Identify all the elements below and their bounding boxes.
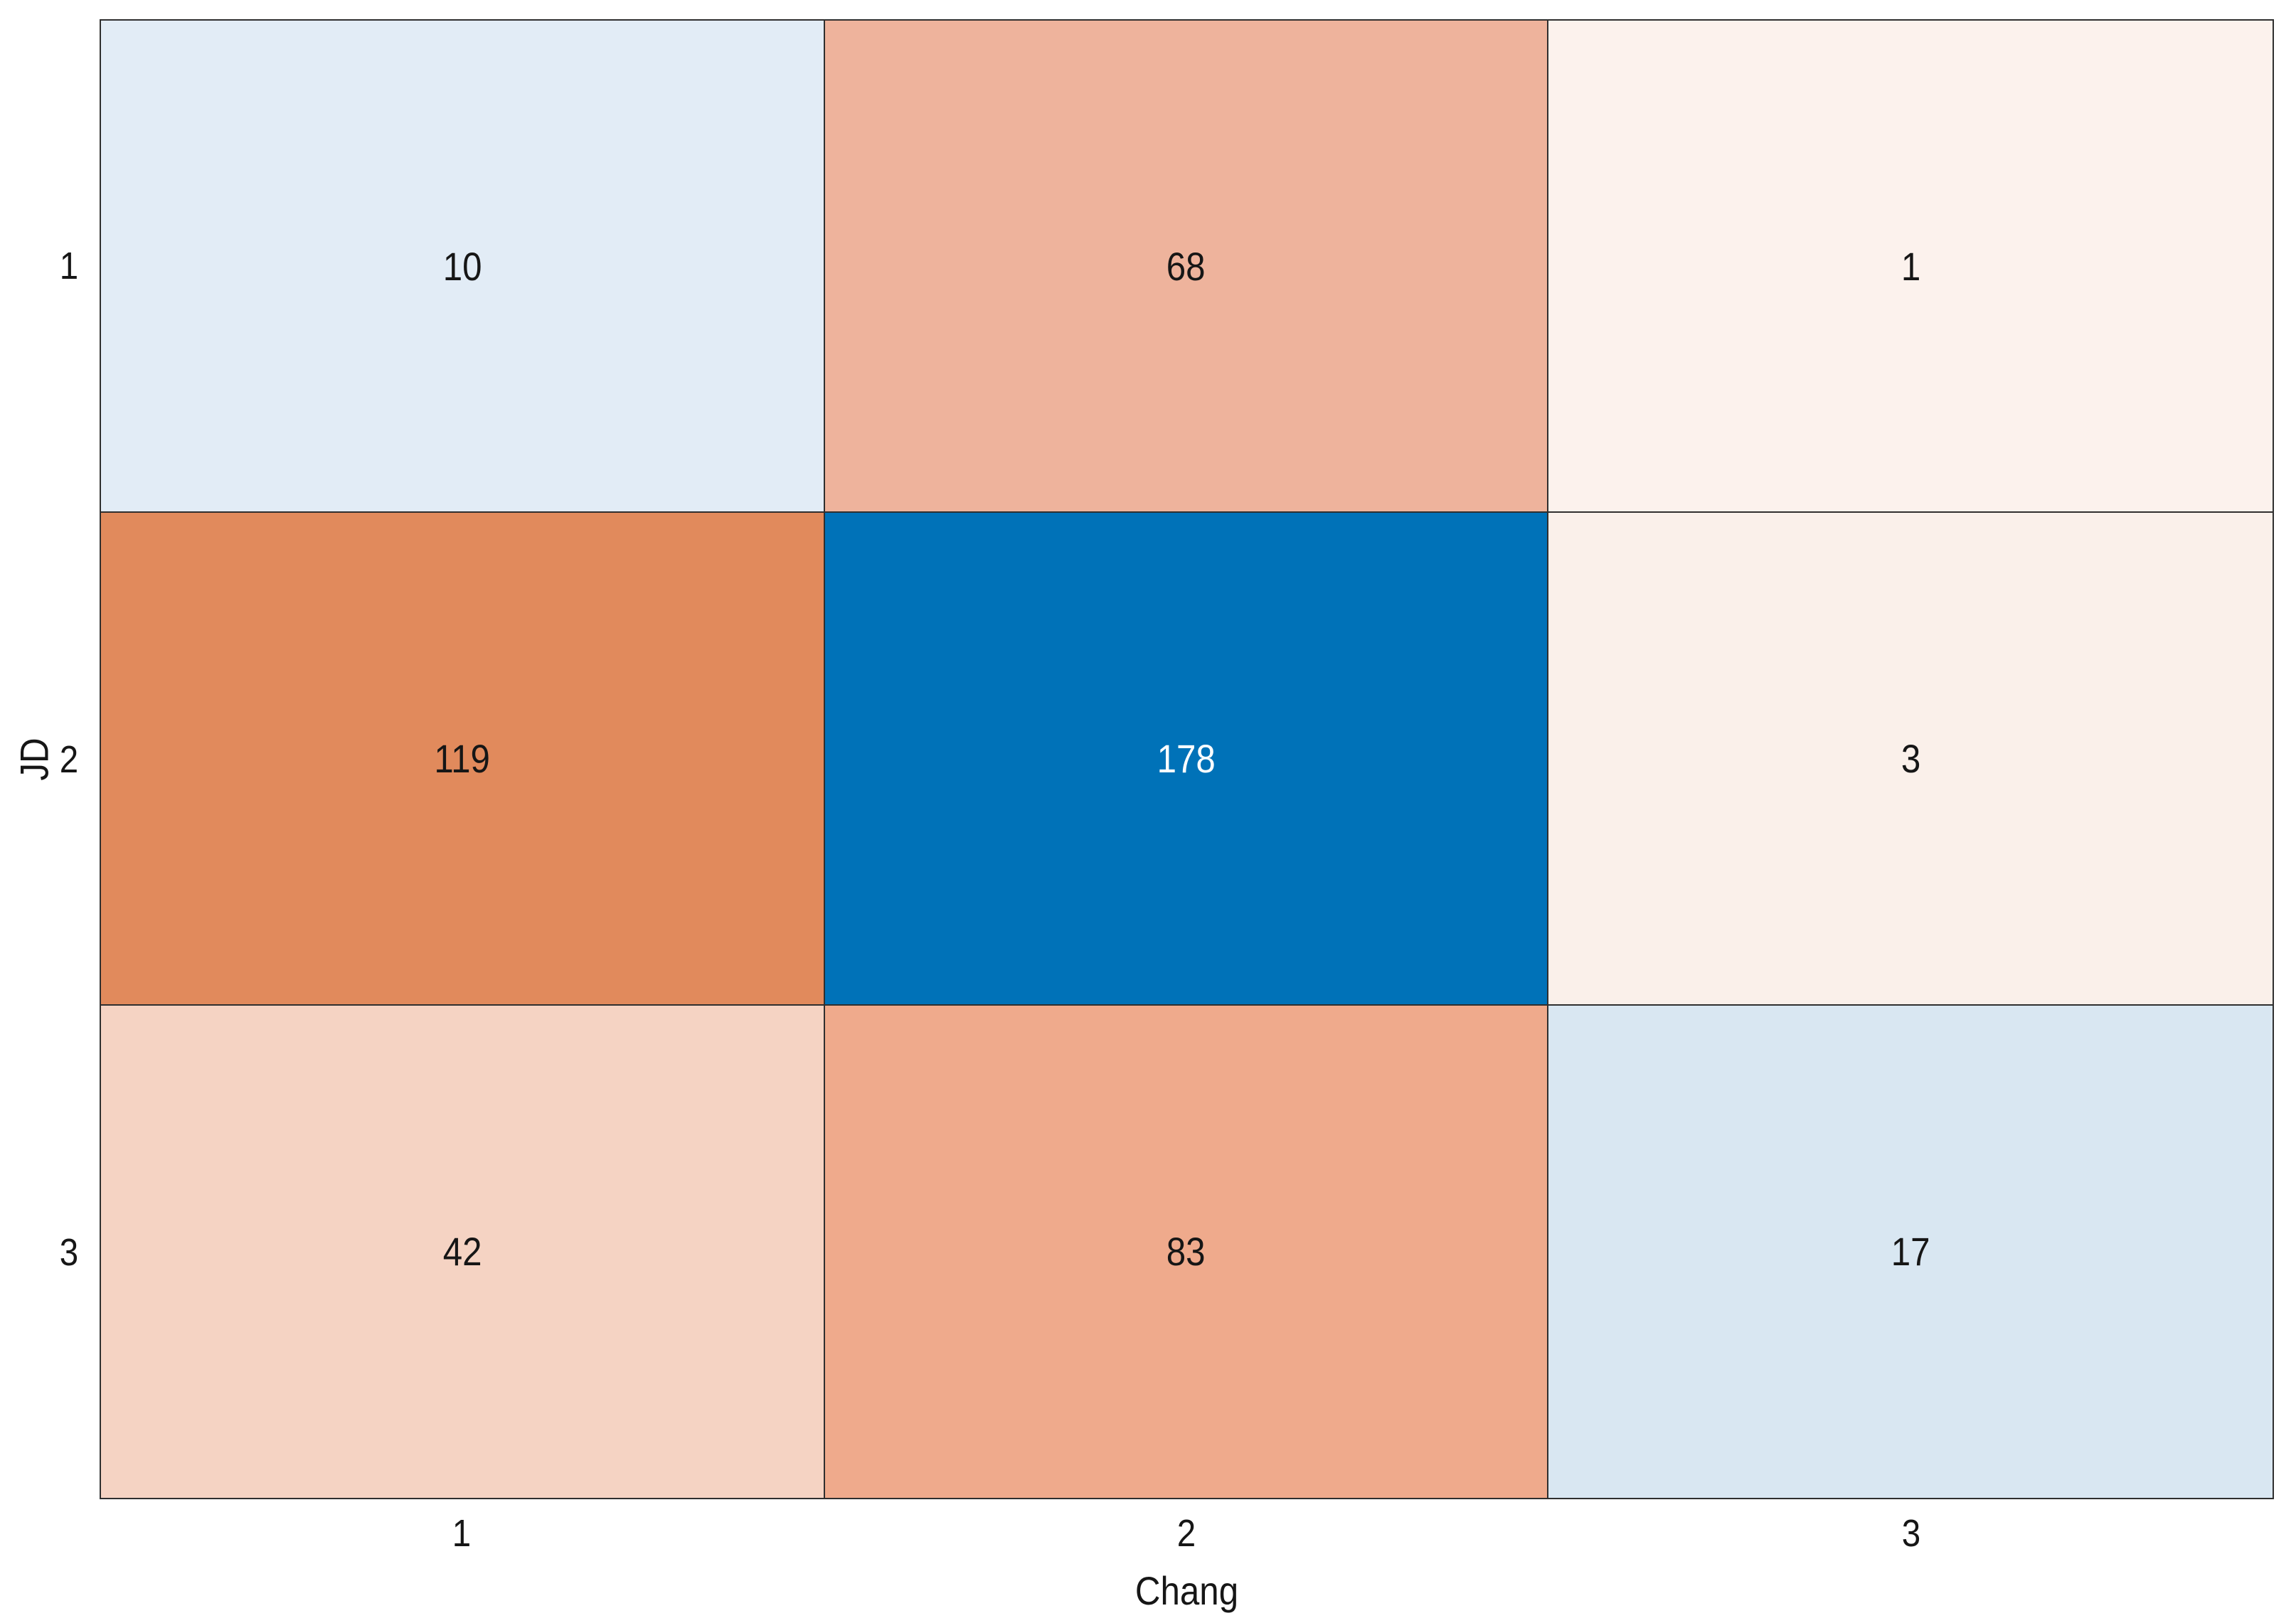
y-tick-label-2: 2 — [59, 738, 79, 781]
plot-area: 10 68 1 119 178 3 42 83 17 — [100, 19, 2274, 1499]
y-axis-ticks: 1 2 3 — [0, 19, 90, 1499]
heatmap-cell-r1c3: 1 — [1548, 21, 2273, 513]
heatmap-cell-r2c1: 119 — [101, 513, 825, 1006]
x-tick-label-1: 1 — [452, 1512, 472, 1555]
heatmap-cell-r2c3: 3 — [1548, 513, 2273, 1006]
x-tick-label-2: 2 — [1177, 1512, 1196, 1555]
heatmap-cell-r1c2: 68 — [824, 21, 1549, 513]
y-tick-label-1: 1 — [59, 244, 79, 287]
x-axis-ticks: 1 2 3 — [100, 1504, 2274, 1563]
x-tick-label-3: 3 — [1902, 1512, 1921, 1555]
x-axis-title-text: Chang — [1134, 1568, 1239, 1613]
cell-value: 119 — [434, 735, 491, 781]
cell-value: 3 — [1901, 735, 1920, 781]
cell-value: 83 — [1166, 1229, 1206, 1275]
y-tick-label-3: 3 — [59, 1231, 79, 1275]
heatmap-cell-r3c3: 17 — [1548, 1005, 2273, 1498]
heatmap-cell-r3c2: 83 — [824, 1005, 1549, 1498]
cell-value: 17 — [1891, 1229, 1930, 1275]
cell-value: 10 — [442, 243, 482, 289]
heatmap-cell-r3c1: 42 — [101, 1005, 825, 1498]
x-axis-title: Chang — [100, 1562, 2274, 1619]
cell-value: 178 — [1157, 735, 1216, 781]
cell-value: 68 — [1166, 243, 1206, 289]
heatmap-cell-r1c1: 10 — [101, 21, 825, 513]
heatmap-cell-r2c2: 178 — [824, 513, 1549, 1006]
cell-value: 1 — [1901, 243, 1920, 289]
cell-value: 42 — [442, 1229, 482, 1275]
